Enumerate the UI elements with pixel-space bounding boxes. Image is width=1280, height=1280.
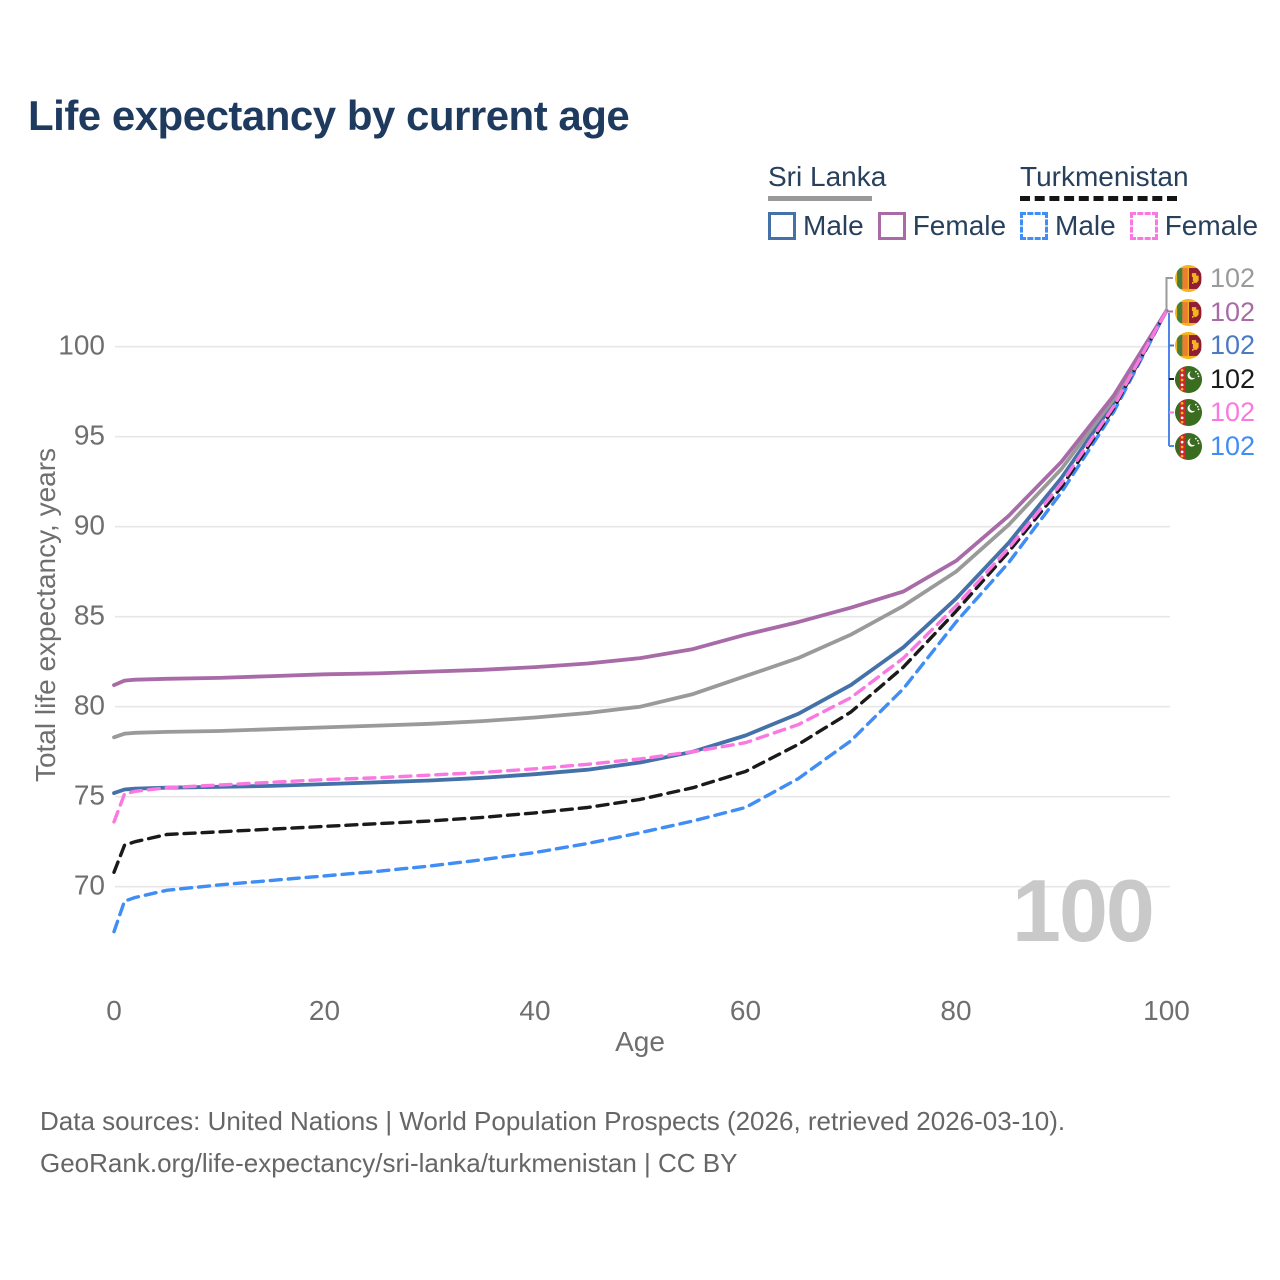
legend-label-sl-female: Female: [912, 210, 1007, 241]
y-tick-70: 70: [73, 869, 105, 901]
sri-lanka-flag-icon: [1174, 331, 1203, 360]
sri-lanka-flag-icon: [1174, 298, 1203, 326]
legend-country-sri-lanka: Sri Lanka: [768, 161, 887, 192]
end-label-connector: [1165, 277, 1173, 311]
series-line-turkmenistan-male: [112, 309, 1169, 934]
series-line-turkmenistan-female: [112, 309, 1169, 824]
legend-swatch-tm-female: [1129, 212, 1158, 240]
legend-linestyle-solid: [768, 196, 872, 201]
legend-item-sri-lanka-female[interactable]: Female: [877, 210, 1007, 242]
end-label-turkmenistan-female: 102: [1174, 397, 1255, 429]
series-line-turkmenistan: [112, 309, 1169, 874]
sri-lanka-flag-icon: [1174, 264, 1203, 292]
end-label-sri-lanka: 102: [1174, 262, 1255, 294]
legend-country-turkmenistan: Turkmenistan: [1020, 161, 1189, 192]
y-tick-100: 100: [58, 329, 105, 361]
end-label-value: 102: [1210, 430, 1256, 461]
chart-title: Life expectancy by current age: [28, 92, 630, 139]
legend-item-turkmenistan-male[interactable]: Male: [1020, 210, 1116, 242]
end-label-turkmenistan-male: 102: [1174, 430, 1255, 462]
series-line-sri-lanka-male: [112, 308, 1169, 795]
end-label-value: 102: [1210, 330, 1256, 360]
end-label-sri-lanka-female: 102: [1174, 296, 1255, 328]
y-tick-90: 90: [73, 509, 105, 541]
legend-swatch-sl-male: [768, 212, 796, 240]
legend-swatch-tm-male: [1020, 212, 1048, 240]
turkmenistan-flag-icon: [1174, 398, 1203, 427]
end-label-value: 102: [1210, 397, 1256, 427]
footer-attribution: GeoRank.org/life-expectancy/sri-lanka/tu…: [40, 1148, 738, 1178]
y-tick-75: 75: [73, 779, 105, 811]
y-tick-80: 80: [73, 689, 105, 721]
series-line-sri-lanka-female: [112, 308, 1169, 687]
x-tick-60: 60: [729, 995, 762, 1026]
legend-label-tm-female: Female: [1164, 210, 1259, 241]
turkmenistan-flag-icon: [1174, 365, 1203, 393]
end-label-value: 102: [1210, 296, 1256, 327]
legend-group-sri-lanka: Sri Lanka Male Female: [768, 161, 1006, 242]
x-tick-0: 0: [106, 995, 122, 1026]
end-label-turkmenistan: 102: [1174, 363, 1255, 395]
age-counter-watermark: 100: [1012, 861, 1155, 960]
end-label-sri-lanka-male: 102: [1174, 330, 1255, 362]
x-tick-40: 40: [519, 995, 551, 1026]
y-tick-95: 95: [73, 419, 105, 451]
legend-linestyle-dashed: [1020, 196, 1177, 201]
x-tick-20: 20: [308, 995, 341, 1026]
x-tick-100: 100: [1143, 995, 1190, 1026]
legend-swatch-sl-female: [877, 212, 906, 240]
footer-data-sources: Data sources: United Nations | World Pop…: [40, 1106, 1066, 1136]
legend-item-sri-lanka-male[interactable]: Male: [768, 210, 864, 242]
end-label-value: 102: [1210, 363, 1256, 394]
legend-item-turkmenistan-female[interactable]: Female: [1129, 210, 1259, 242]
legend-label-tm-male: Male: [1055, 210, 1116, 241]
x-tick-80: 80: [940, 995, 972, 1026]
legend-group-turkmenistan: Turkmenistan Male Female: [1020, 161, 1258, 242]
legend-label-sl-male: Male: [803, 210, 864, 241]
series-line-sri-lanka: [112, 308, 1169, 740]
end-label-value: 102: [1210, 262, 1256, 293]
x-axis-title: Age: [615, 1026, 665, 1057]
turkmenistan-flag-icon: [1174, 432, 1203, 460]
y-tick-85: 85: [73, 599, 105, 631]
